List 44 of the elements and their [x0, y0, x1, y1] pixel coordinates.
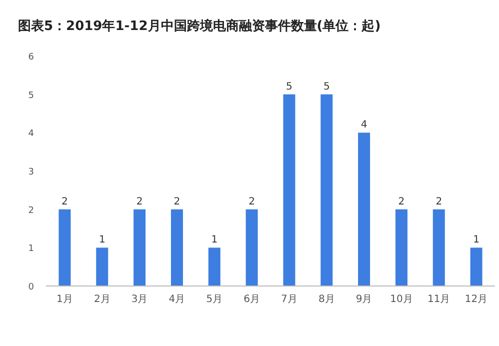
data-label: 4: [360, 120, 368, 131]
bar: [358, 132, 370, 286]
data-label: 1: [473, 234, 480, 246]
bar: [432, 209, 445, 286]
x-tick-label: 4月: [168, 294, 186, 305]
data-label: 1: [211, 234, 218, 246]
bar: [96, 248, 108, 286]
x-tick-label: 5月: [206, 294, 223, 305]
bar: [170, 209, 183, 286]
data-label: 5: [286, 81, 292, 92]
x-tick-label: 11月: [428, 294, 450, 305]
bar: [470, 248, 482, 286]
data-label: 2: [62, 196, 68, 208]
y-tick-label: 5: [28, 90, 34, 101]
x-tick-label: 3月: [131, 294, 148, 305]
x-tick-label: 6月: [244, 294, 260, 305]
y-tick-label: 6: [28, 52, 34, 62]
bar: [58, 209, 71, 286]
bar: [134, 209, 146, 286]
bar: [208, 248, 220, 286]
data-label: 1: [98, 234, 106, 246]
bar: [395, 209, 408, 286]
data-label: 2: [398, 196, 405, 208]
data-label: 2: [436, 196, 442, 208]
y-tick-label: 4: [28, 129, 34, 140]
x-tick-label: 10月: [390, 294, 413, 305]
chart-title: 图表5：2019年1-12月中国跨境电商融资事件数量(单位：起): [18, 18, 381, 34]
x-tick-label: 12月: [464, 294, 488, 305]
x-tick-label: 7月: [281, 294, 298, 305]
bar: [246, 209, 258, 286]
data-label: 5: [323, 81, 330, 92]
x-tick-label: 1月: [56, 294, 73, 305]
y-tick-label: 1: [28, 244, 34, 254]
data-label: 2: [174, 196, 180, 208]
data-label: 2: [248, 196, 255, 208]
bar: [283, 94, 296, 286]
y-tick-label: 0: [28, 282, 34, 292]
x-tick-label: 8月: [318, 294, 335, 305]
y-tick-label: 3: [28, 168, 34, 178]
x-tick-label: 2月: [94, 294, 110, 305]
y-tick-label: 2: [28, 206, 34, 216]
bar: [320, 94, 333, 286]
data-label: 2: [136, 196, 143, 208]
x-tick-label: 9月: [356, 294, 372, 305]
